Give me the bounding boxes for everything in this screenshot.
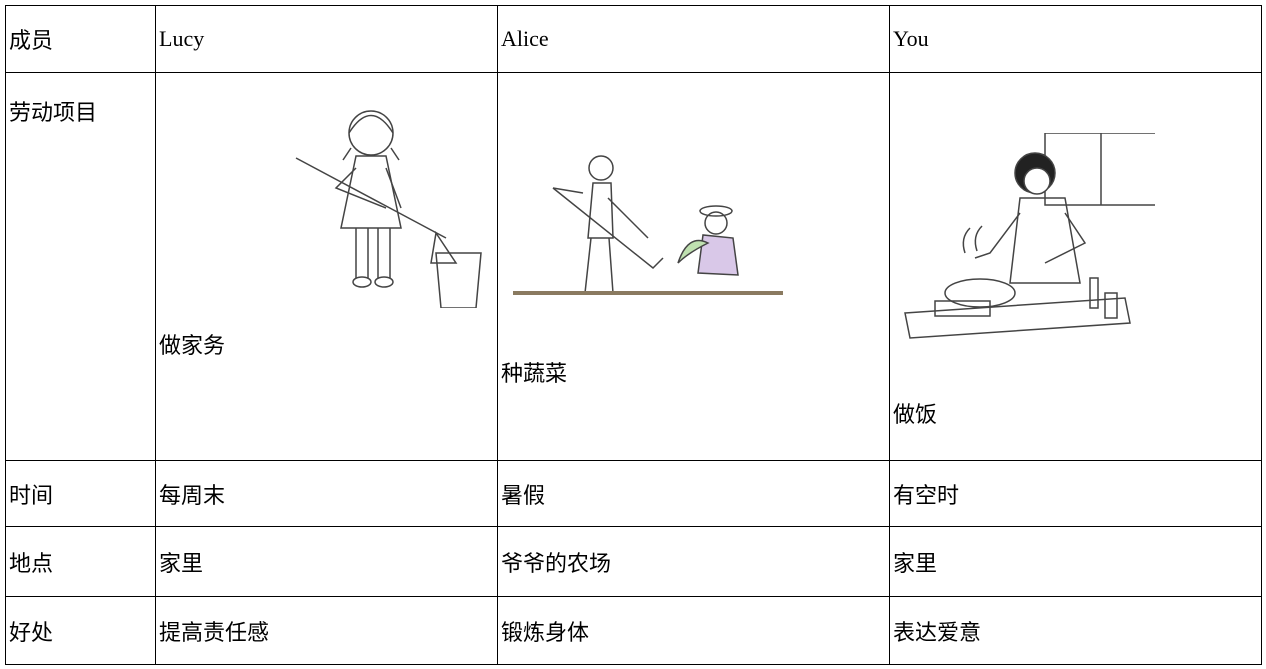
drawing-stroke [342,147,400,161]
cell: 有空时 [889,460,1262,527]
cell: 暑假 [497,460,890,527]
drawing-stroke [588,155,614,181]
drawing-stroke [699,205,733,217]
cell: You [889,5,1262,73]
activity-row: 劳动项目 做家务 种蔬菜 [5,72,1262,461]
cell: 种蔬菜 [497,72,890,461]
drawing-stroke [374,276,394,288]
drawing-stroke [587,182,614,239]
drawing-stroke [704,211,728,235]
drawing-stroke [355,228,391,278]
drawing-stroke [385,167,402,209]
cell: 家里 [155,526,498,597]
chores-table: 成员 Lucy Alice You 劳动项目 做家务 [5,5,1262,665]
drawing-stroke [934,300,991,317]
cell: Alice [497,5,890,73]
drawing-stroke [944,278,1016,308]
drawing-stroke [962,225,983,254]
activity-caption: 做家务 [159,333,226,358]
drawing-stroke [1044,133,1155,206]
vegetables-illustration [513,155,783,295]
time-row: 时间 每周末 暑假 有空时 [5,460,1262,527]
drawing-stroke [334,167,387,209]
cell: 成员 [5,5,156,73]
activity-caption: 种蔬菜 [501,361,568,386]
drawing-stroke [904,297,1131,339]
drawing-stroke [340,155,402,229]
cell: 做家务 [155,72,498,461]
cell: 表达爱意 [889,596,1262,665]
drawing-stroke [1089,277,1099,309]
drawing-stroke [1009,197,1081,284]
drawing-stroke [1023,167,1051,195]
cell: 地点 [5,526,156,597]
drawing-stroke [552,187,649,239]
drawing-stroke [974,212,1087,264]
drawing-stroke [1104,292,1118,319]
housework-illustration [295,110,482,308]
place-row: 地点 家里 爷爷的农场 家里 [5,526,1262,597]
cell: 锻炼身体 [497,596,890,665]
cell: 好处 [5,596,156,665]
cooking-illustration [904,133,1155,339]
drawing-stroke [677,239,710,264]
drawing-stroke [552,187,664,270]
drawing-stroke [348,110,394,156]
drawing-stroke [348,114,394,134]
cell: 做饭 [889,72,1262,461]
drawing-stroke [430,231,458,264]
cell: Lucy [155,5,498,73]
drawing-stroke [352,276,372,288]
cell: 爷爷的农场 [497,526,890,597]
drawing-stroke [295,157,447,239]
cell: 时间 [5,460,156,527]
cell: 家里 [889,526,1262,597]
cell: 劳动项目 [5,72,156,461]
cell: 提高责任感 [155,596,498,665]
row-label: 劳动项目 [9,100,98,125]
header-row: 成员 Lucy Alice You [5,5,1262,73]
cell: 每周末 [155,460,498,527]
benefit-row: 好处 提高责任感 锻炼身体 表达爱意 [5,596,1262,665]
drawing-stroke [697,234,739,276]
drawing-stroke [584,237,614,294]
drawing-stroke [435,252,482,308]
activity-caption: 做饭 [893,402,938,427]
